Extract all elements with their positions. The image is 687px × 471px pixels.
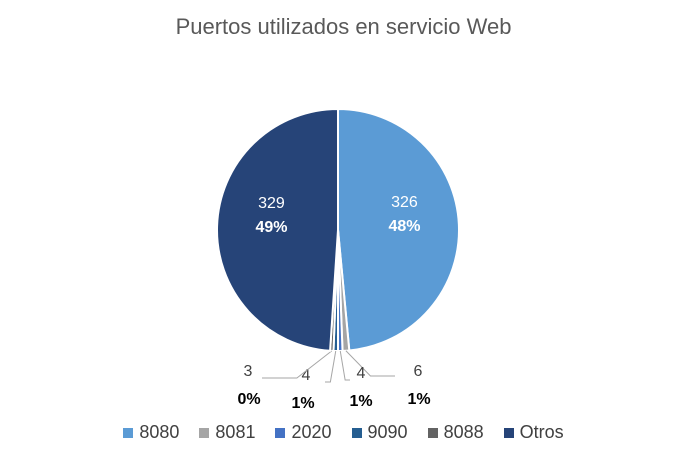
legend-swatch bbox=[275, 427, 286, 438]
legend-label: Otros bbox=[519, 422, 564, 442]
legend-item-8081: 8081 bbox=[199, 422, 255, 443]
leader-line-9090 bbox=[325, 350, 337, 383]
legend-swatch bbox=[351, 427, 362, 438]
leader-line-8081 bbox=[345, 350, 395, 377]
legend-label: 2020 bbox=[291, 422, 332, 442]
legend-item-9090: 9090 bbox=[351, 422, 408, 443]
legend-item-8088: 8088 bbox=[427, 422, 484, 443]
legend: 8080 8081 2020 9090 8088 Otros bbox=[0, 422, 687, 443]
legend-swatch bbox=[123, 427, 134, 438]
pie-slice-otros bbox=[216, 107, 339, 352]
pie-slice-8080 bbox=[337, 107, 460, 352]
data-label-value-8080: 326 bbox=[391, 194, 418, 211]
data-label-percent-8088: 0% bbox=[237, 391, 260, 408]
data-label-percent-8080: 48% bbox=[388, 218, 420, 235]
leader-line-8088 bbox=[262, 350, 333, 379]
legend-label: 8080 bbox=[139, 422, 180, 442]
data-label-percent-otros: 49% bbox=[255, 219, 287, 236]
legend-swatch bbox=[503, 427, 514, 438]
legend-item-8080: 8080 bbox=[123, 422, 179, 443]
data-label-value-8088: 3 bbox=[244, 363, 253, 380]
data-label-percent-9090: 1% bbox=[291, 395, 314, 412]
legend-swatch bbox=[199, 427, 210, 438]
data-label-percent-2020: 1% bbox=[349, 393, 372, 410]
data-label-value-9090: 4 bbox=[302, 367, 311, 384]
chart-title: Puertos utilizados en servicio Web bbox=[175, 14, 512, 39]
leader-line-2020 bbox=[339, 350, 350, 381]
legend-label: 9090 bbox=[367, 422, 408, 442]
legend-label: 8088 bbox=[443, 422, 484, 442]
data-label-value-otros: 329 bbox=[258, 195, 285, 212]
data-label-value-2020: 4 bbox=[357, 365, 366, 382]
data-label-percent-8081: 1% bbox=[407, 391, 430, 408]
legend-swatch bbox=[427, 427, 438, 438]
legend-item-otros: Otros bbox=[503, 422, 564, 443]
legend-label: 8081 bbox=[215, 422, 256, 442]
legend-item-2020: 2020 bbox=[275, 422, 332, 443]
data-label-value-8081: 6 bbox=[414, 363, 423, 380]
